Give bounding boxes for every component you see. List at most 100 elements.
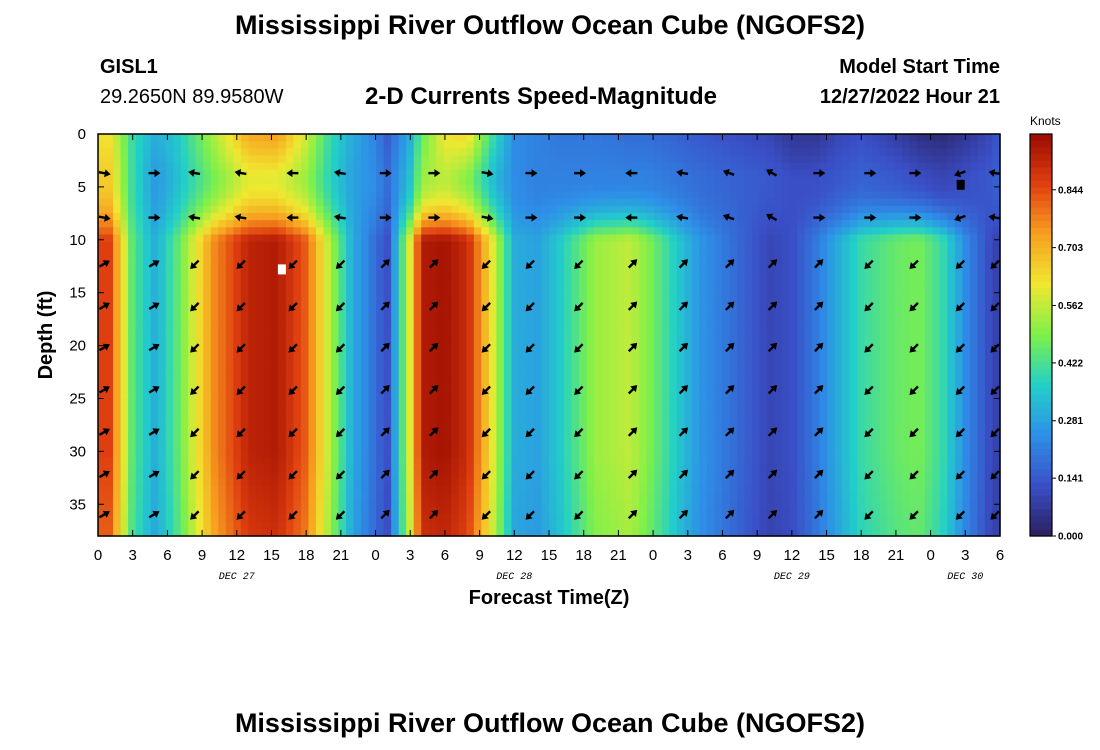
- heatmap-cell: [639, 378, 648, 386]
- heatmap-cell: [188, 227, 197, 236]
- heatmap-cell: [120, 320, 129, 329]
- heatmap-cell: [150, 291, 159, 300]
- heatmap-cell: [774, 291, 783, 300]
- heatmap-cell: [729, 356, 738, 365]
- heatmap-cell: [443, 184, 452, 193]
- heatmap-cell: [346, 191, 355, 200]
- heatmap-cell: [932, 291, 941, 300]
- heatmap-cell: [285, 327, 295, 336]
- heatmap-cell: [270, 342, 279, 350]
- heatmap-cell: [488, 141, 497, 149]
- heatmap-cell: [939, 227, 948, 236]
- heatmap-cell: [751, 277, 761, 286]
- heatmap-cell: [894, 277, 903, 286]
- heatmap-cell: [827, 212, 836, 221]
- heatmap-cell: [248, 270, 257, 279]
- heatmap-cell: [503, 177, 513, 185]
- heatmap-cell: [684, 177, 693, 185]
- heatmap-cell: [533, 356, 543, 365]
- heatmap-cell: [488, 299, 497, 307]
- heatmap-cell: [278, 248, 287, 257]
- heatmap-cell: [458, 385, 467, 394]
- heatmap-cell: [924, 399, 933, 408]
- heatmap-cell: [518, 148, 528, 157]
- heatmap-cell: [541, 234, 550, 243]
- heatmap-cell: [368, 421, 377, 429]
- heatmap-cell: [917, 227, 926, 236]
- heatmap-cell: [782, 421, 791, 429]
- heatmap-cell: [834, 413, 843, 422]
- heatmap-cell: [609, 306, 618, 315]
- heatmap-cell: [541, 327, 550, 336]
- heatmap-cell: [255, 378, 264, 386]
- heatmap-cell: [383, 378, 392, 386]
- heatmap-cell: [473, 342, 482, 350]
- heatmap-cell: [225, 356, 234, 365]
- heatmap-cell: [714, 385, 723, 394]
- heatmap-cell: [579, 306, 588, 315]
- heatmap-cell: [98, 356, 107, 365]
- heatmap-cell: [473, 306, 482, 315]
- heatmap-cell: [992, 313, 1001, 322]
- heatmap-cell: [203, 191, 212, 200]
- heatmap-cell: [684, 277, 693, 286]
- heatmap-cell: [210, 177, 219, 185]
- heatmap-cell: [165, 306, 174, 315]
- heatmap-cell: [451, 320, 460, 329]
- heatmap-cell: [766, 205, 776, 214]
- heatmap-cell: [308, 378, 317, 386]
- heatmap-cell: [248, 256, 257, 264]
- heatmap-cell: [939, 406, 948, 415]
- heatmap-cell: [98, 306, 107, 315]
- heatmap-cell: [549, 349, 558, 358]
- heatmap-cell: [526, 363, 535, 372]
- heatmap-cell: [263, 212, 272, 221]
- heatmap-cell: [158, 270, 167, 279]
- heatmap-cell: [804, 212, 813, 221]
- heatmap-cell: [511, 392, 520, 401]
- heatmap-cell: [165, 220, 174, 228]
- heatmap-cell: [556, 162, 565, 171]
- heatmap-cell: [834, 299, 843, 307]
- heatmap-cell: [195, 227, 204, 236]
- heatmap-cell: [481, 234, 490, 243]
- heatmap-cell: [744, 162, 753, 171]
- heatmap-cell: [526, 349, 535, 358]
- heatmap-cell: [361, 184, 370, 193]
- heatmap-cell: [969, 406, 979, 415]
- heatmap-cell: [894, 155, 903, 164]
- heatmap-cell: [285, 256, 295, 264]
- heatmap-cell: [511, 320, 520, 329]
- heatmap-cell: [902, 370, 911, 379]
- heatmap-cell: [834, 385, 843, 394]
- heatmap-cell: [887, 399, 896, 408]
- heatmap-cell: [135, 428, 144, 437]
- heatmap-cell: [195, 327, 204, 336]
- heatmap-cell: [503, 134, 513, 142]
- heatmap-cell: [308, 148, 317, 157]
- heatmap-cell: [721, 363, 730, 372]
- heatmap-cell: [398, 413, 407, 422]
- heatmap-cell: [541, 263, 550, 271]
- heatmap-cell: [180, 205, 189, 214]
- heatmap-cell: [804, 406, 813, 415]
- heatmap-cell: [624, 299, 633, 307]
- heatmap-cell: [962, 212, 971, 221]
- heatmap-cell: [954, 155, 964, 164]
- heatmap-cell: [248, 313, 257, 322]
- heatmap-cell: [594, 220, 603, 228]
- heatmap-cell: [751, 385, 761, 394]
- heatmap-cell: [706, 184, 715, 193]
- heatmap-cell: [135, 299, 144, 307]
- heatmap-cell: [473, 356, 482, 365]
- heatmap-cell: [353, 392, 362, 401]
- heatmap-cell: [699, 212, 708, 221]
- heatmap-cell: [571, 256, 580, 264]
- heatmap-cell: [248, 284, 257, 293]
- heatmap-cell: [458, 169, 467, 178]
- heatmap-cell: [759, 256, 768, 264]
- heatmap-cell: [609, 205, 618, 214]
- heatmap-cell: [173, 406, 182, 415]
- heatmap-cell: [962, 342, 971, 350]
- heatmap-cell: [143, 385, 152, 394]
